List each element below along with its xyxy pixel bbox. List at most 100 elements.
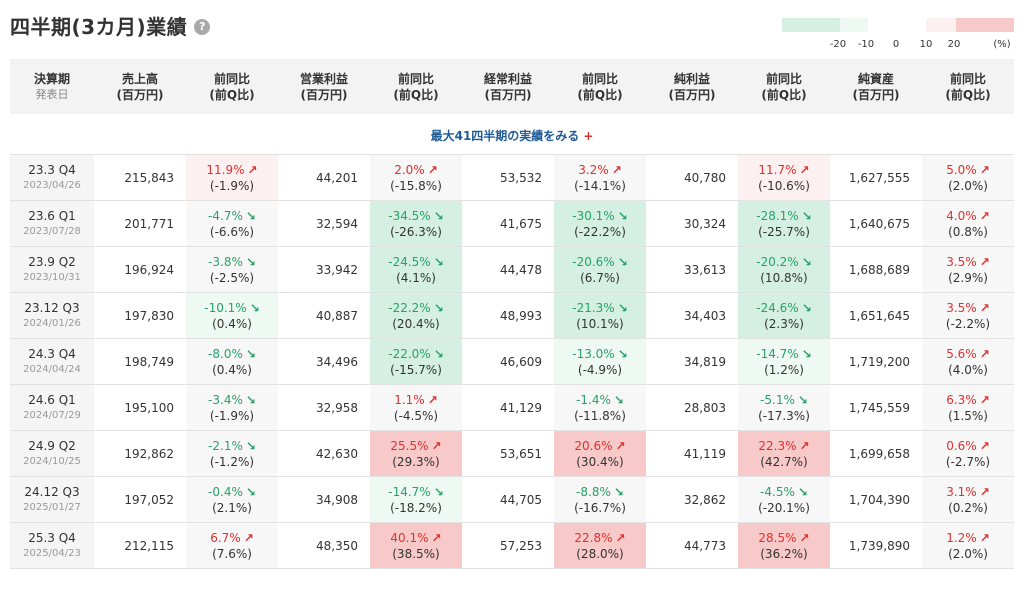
net-value: 40,780 — [646, 154, 738, 201]
qoq-change: (2.0%) — [948, 546, 988, 561]
yoy-value: 22.8% — [574, 530, 613, 545]
qoq-change: (-26.3%) — [390, 224, 442, 239]
arrow-up-right-icon: ↗ — [431, 530, 442, 545]
arrow-up-right-icon: ↗ — [979, 300, 990, 315]
yoy-change: -4.5% ↘ — [760, 485, 808, 499]
ord-change-cell: -1.4% ↘ (-11.8%) — [554, 384, 646, 431]
qoq-change: (2.1%) — [212, 500, 252, 515]
yoy-change: 20.6% ↗ — [574, 439, 625, 453]
table-row: 24.12 Q3 2025/01/27 197,052 -0.4% ↘ (2.1%) 34,… — [10, 476, 1014, 523]
announce-date: 2023/04/26 — [23, 179, 81, 191]
period-label: 23.12 Q3 — [24, 300, 80, 315]
arrow-down-right-icon: ↘ — [617, 208, 628, 223]
yoy-change: 28.5% ↗ — [758, 531, 809, 545]
ord-value: 57,253 — [462, 522, 554, 569]
yoy-change: 5.6% ↗ — [946, 347, 990, 361]
yoy-change: 6.3% ↗ — [946, 393, 990, 407]
yoy-value: 1.1% — [394, 392, 425, 407]
net-change-cell: -20.2% ↘ (10.8%) — [738, 246, 830, 293]
arrow-up-right-icon: ↗ — [615, 438, 626, 453]
qoq-change: (-1.9%) — [209, 178, 255, 193]
net-change-cell: 28.5% ↗ (36.2%) — [738, 522, 830, 569]
sales-value: 198,749 — [94, 338, 186, 385]
qoq-change: (-1.9%) — [209, 408, 255, 423]
yoy-value: -8.0% — [208, 346, 243, 361]
assets-change-cell: 5.0% ↗ (2.0%) — [922, 154, 1014, 201]
ord-value: 41,129 — [462, 384, 554, 431]
column-header: 前同比 (前Q比) — [922, 59, 1014, 114]
column-header-label: 前同比 — [765, 71, 802, 86]
legend-swatch — [926, 18, 956, 32]
period-label: 23.9 Q2 — [28, 254, 76, 269]
more-link-row: 最大41四半期の実績をみる + — [10, 114, 1014, 155]
announce-date: 2024/01/26 — [23, 317, 81, 329]
arrow-down-right-icon: ↘ — [245, 392, 256, 407]
qoq-change: (-10.6%) — [758, 178, 810, 193]
arrow-down-right-icon: ↘ — [433, 346, 444, 361]
arrow-up-right-icon: ↗ — [247, 162, 258, 177]
qoq-change: (38.5%) — [392, 546, 440, 561]
column-header-sublabel: (百万円) — [484, 87, 532, 102]
column-header-sublabel: (前Q比) — [761, 87, 807, 102]
yoy-change: -14.7% ↘ — [756, 347, 812, 361]
yoy-value: 28.5% — [758, 530, 797, 545]
yoy-change: -3.8% ↘ — [208, 255, 256, 269]
yoy-value: 5.6% — [946, 346, 977, 361]
yoy-change: 5.0% ↗ — [946, 163, 990, 177]
period-cell: 24.9 Q2 2024/10/25 — [10, 430, 94, 477]
op-change-cell: -24.5% ↘ (4.1%) — [370, 246, 462, 293]
sales-change-cell: -3.8% ↘ (-2.5%) — [186, 246, 278, 293]
legend-tick-label: (%) — [993, 39, 1011, 50]
sales-change-cell: -3.4% ↘ (-1.9%) — [186, 384, 278, 431]
sales-change-cell: -2.1% ↘ (-1.2%) — [186, 430, 278, 477]
qoq-change: (-4.5%) — [393, 408, 439, 423]
ord-change-cell: 22.8% ↗ (28.0%) — [554, 522, 646, 569]
yoy-change: 1.1% ↗ — [394, 393, 438, 407]
net-value: 33,613 — [646, 246, 738, 293]
announce-date: 2023/10/31 — [23, 271, 81, 283]
column-header-label: 売上高 — [121, 71, 158, 86]
assets-value: 1,640,675 — [830, 200, 922, 247]
help-icon[interactable]: ? — [194, 18, 211, 35]
arrow-up-right-icon: ↗ — [243, 530, 254, 545]
ord-change-cell: 20.6% ↗ (30.4%) — [554, 430, 646, 477]
yoy-value: -14.7% — [756, 346, 799, 361]
net-change-cell: -24.6% ↘ (2.3%) — [738, 292, 830, 339]
show-more-quarters-link[interactable]: 最大41四半期の実績をみる + — [431, 129, 594, 143]
period-cell: 23.3 Q4 2023/04/26 — [10, 154, 94, 201]
arrow-down-right-icon: ↘ — [245, 208, 256, 223]
yoy-value: 22.3% — [758, 438, 797, 453]
period-label: 23.6 Q1 — [28, 208, 76, 223]
legend-tick-label: 10 — [919, 39, 933, 50]
arrow-down-right-icon: ↘ — [801, 208, 812, 223]
ord-value: 44,705 — [462, 476, 554, 523]
announce-date: 2024/10/25 — [23, 455, 81, 467]
yoy-value: -0.4% — [208, 484, 243, 499]
qoq-change: (-1.2%) — [209, 454, 255, 469]
net-change-cell: -28.1% ↘ (-25.7%) — [738, 200, 830, 247]
arrow-down-right-icon: ↘ — [613, 484, 624, 499]
qoq-change: (6.7%) — [580, 270, 620, 285]
yoy-change: 22.8% ↗ — [574, 531, 625, 545]
net-change-cell: -4.5% ↘ (-20.1%) — [738, 476, 830, 523]
table-header-row: 決算期 発表日 売上高 (百万円) 前同比 (前Q比) 営業利益 (百万円) 前同比 (前Q比) 経… — [10, 59, 1014, 114]
arrow-down-right-icon: ↘ — [617, 300, 628, 315]
period-cell: 24.3 Q4 2024/04/24 — [10, 338, 94, 385]
assets-value: 1,739,890 — [830, 522, 922, 569]
sales-value: 212,115 — [94, 522, 186, 569]
op-value: 44,201 — [278, 154, 370, 201]
yoy-value: 25.5% — [390, 438, 429, 453]
yoy-change: -2.1% ↘ — [208, 439, 256, 453]
qoq-change: (-25.7%) — [758, 224, 810, 239]
arrow-up-right-icon: ↗ — [979, 530, 990, 545]
arrow-down-right-icon: ↘ — [617, 254, 628, 269]
yoy-value: 5.0% — [946, 162, 977, 177]
ord-value: 53,651 — [462, 430, 554, 477]
qoq-change: (4.0%) — [948, 362, 988, 377]
yoy-change: -8.0% ↘ — [208, 347, 256, 361]
sales-change-cell: -4.7% ↘ (-6.6%) — [186, 200, 278, 247]
qoq-change: (-2.5%) — [209, 270, 255, 285]
qoq-change: (-17.3%) — [758, 408, 810, 423]
legend-swatch — [782, 18, 840, 32]
yoy-value: 3.1% — [946, 484, 977, 499]
